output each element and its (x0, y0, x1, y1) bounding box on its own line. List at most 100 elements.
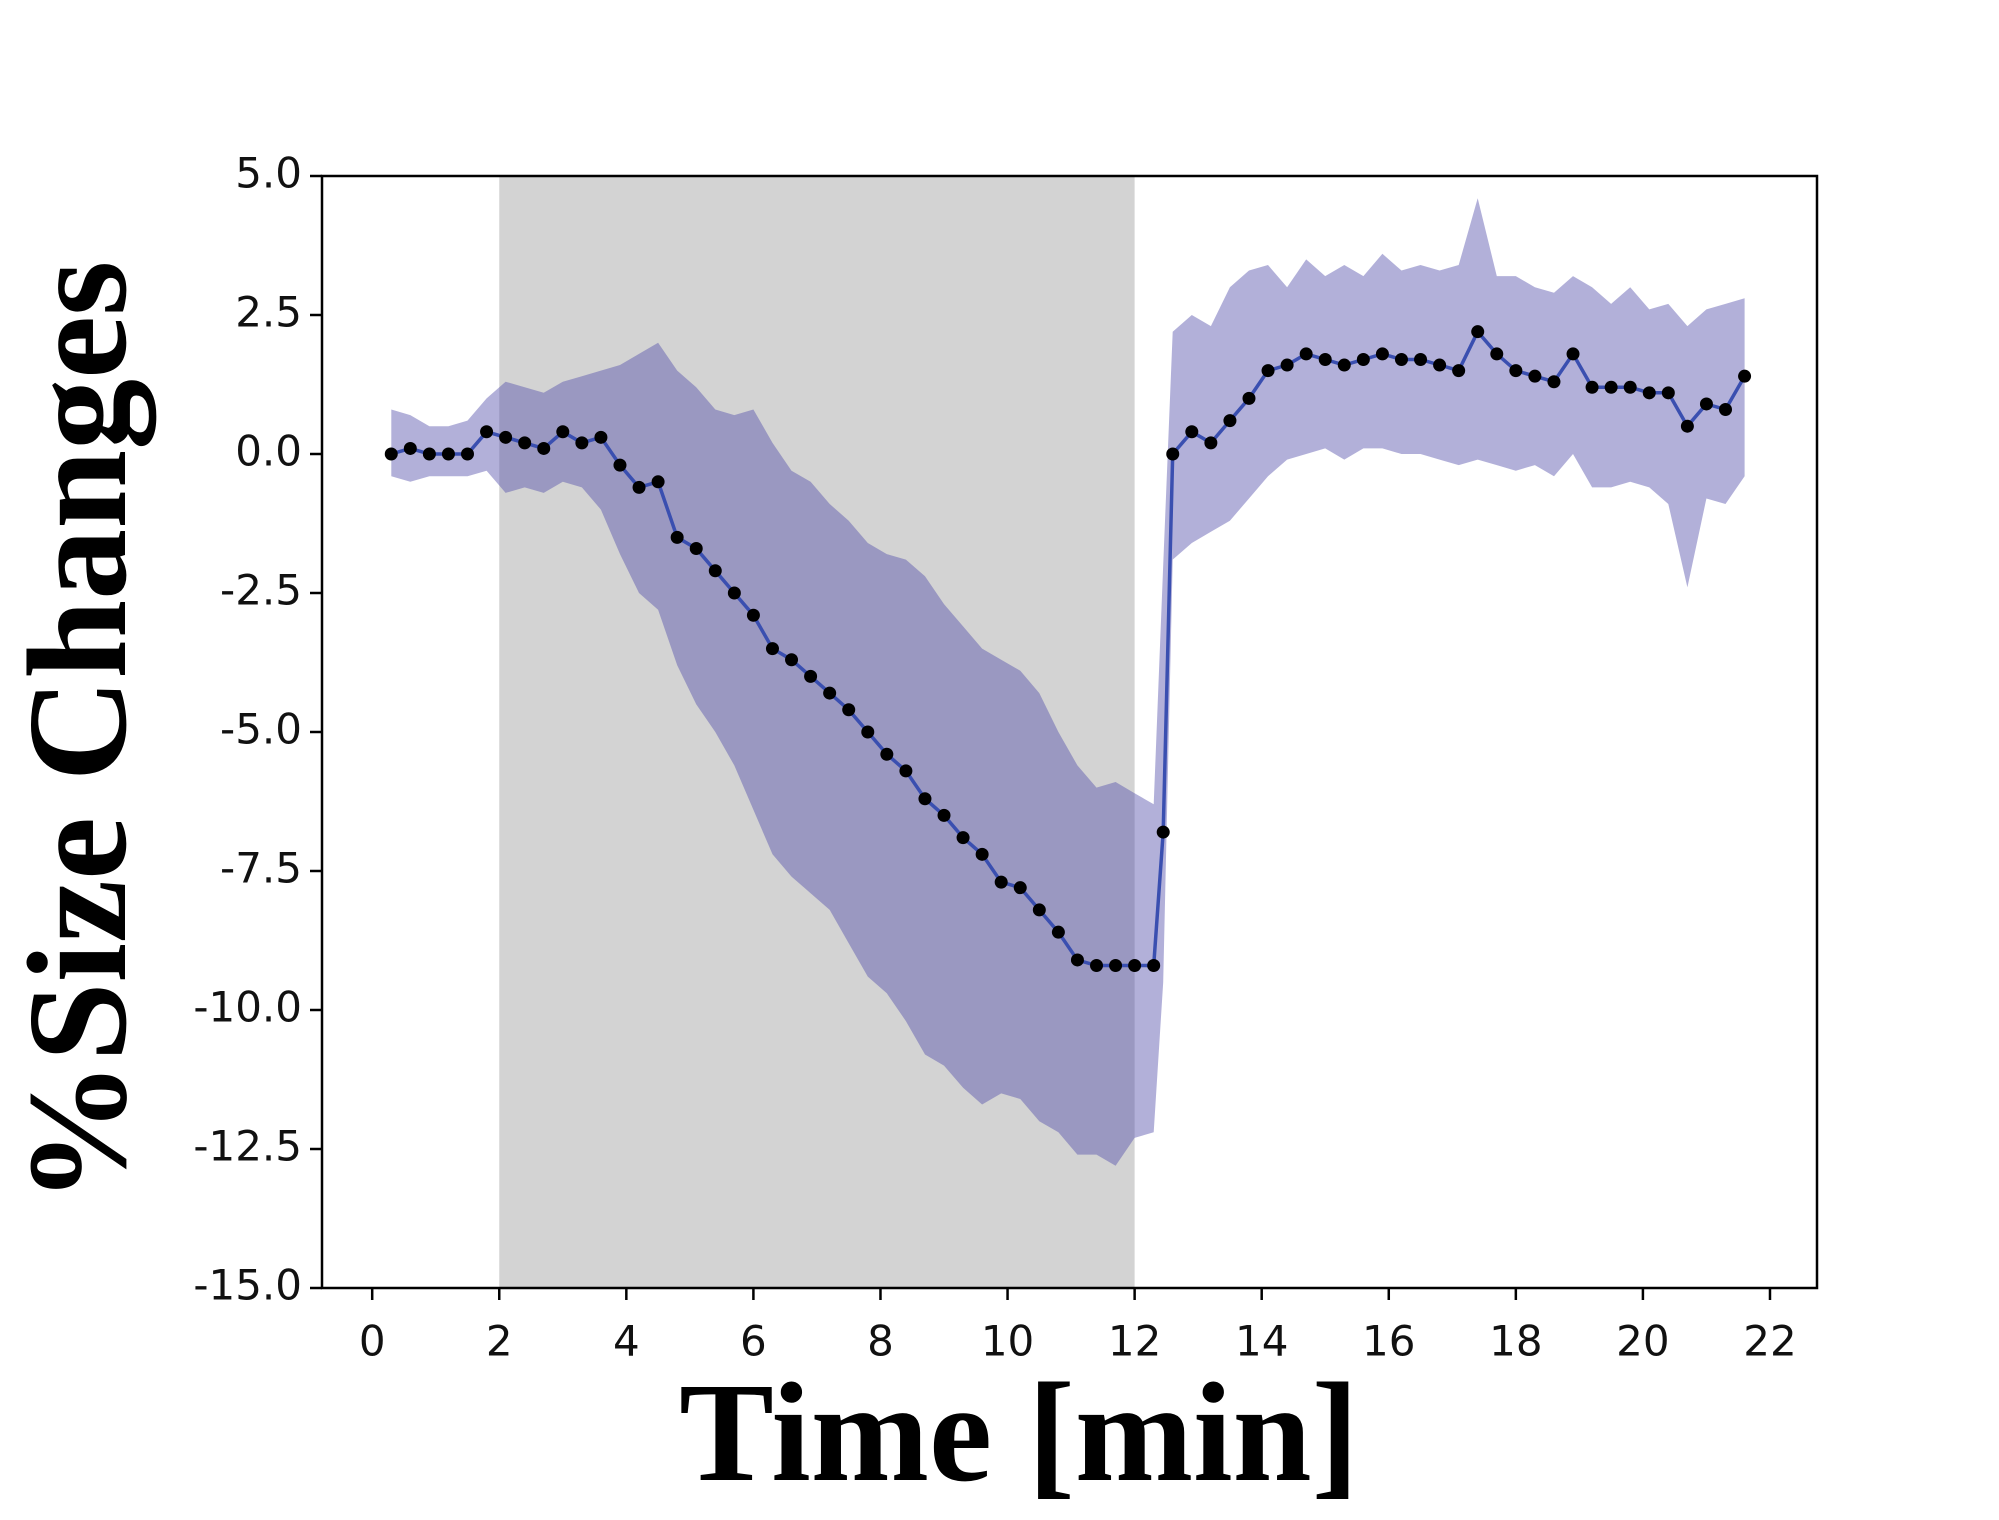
data-point (1166, 447, 1180, 461)
data-point (1680, 419, 1694, 433)
x-tick-label: 0 (359, 1317, 386, 1366)
x-tick-label: 8 (867, 1317, 894, 1366)
data-point (956, 831, 970, 845)
data-point (1661, 386, 1675, 400)
x-tick-label: 10 (981, 1317, 1034, 1366)
data-point (1490, 347, 1504, 361)
data-point (1375, 347, 1389, 361)
data-point (670, 530, 684, 544)
x-tick-label: 18 (1489, 1317, 1542, 1366)
data-point (880, 747, 894, 761)
data-point (575, 436, 589, 450)
data-point (1156, 825, 1170, 839)
data-point (1433, 358, 1447, 372)
data-point (785, 653, 799, 667)
data-point (480, 425, 494, 439)
data-point (1013, 881, 1027, 895)
data-point (1242, 391, 1256, 405)
data-point (1280, 358, 1294, 372)
data-point (613, 458, 627, 472)
highlight-span (499, 176, 1135, 1288)
data-point (994, 875, 1008, 889)
x-axis-label: Time [min] (679, 1353, 1359, 1511)
data-point (594, 430, 608, 444)
data-point (1299, 347, 1313, 361)
data-point (384, 447, 398, 461)
data-point (1642, 386, 1656, 400)
y-tick-label: -5.0 (220, 705, 302, 754)
data-point (1356, 352, 1370, 366)
data-point (460, 447, 474, 461)
data-point (746, 608, 760, 622)
data-point (823, 686, 837, 700)
x-tick-label: 14 (1235, 1317, 1288, 1366)
data-point (537, 441, 551, 455)
data-point (765, 642, 779, 656)
y-tick-label: 0.0 (235, 427, 302, 476)
data-point (1185, 425, 1199, 439)
data-point (422, 447, 436, 461)
x-tick-label: 12 (1108, 1317, 1161, 1366)
y-tick-label: -15.0 (193, 1261, 302, 1310)
data-point (918, 792, 932, 806)
y-tick-label: 5.0 (235, 149, 302, 198)
data-point (1509, 364, 1523, 378)
data-point (1623, 380, 1637, 394)
data-point (1719, 403, 1733, 417)
data-point (708, 564, 722, 578)
x-tick-label: 16 (1362, 1317, 1415, 1366)
data-point (1337, 358, 1351, 372)
data-point (1604, 380, 1618, 394)
data-point (1261, 364, 1275, 378)
data-point (1414, 352, 1428, 366)
data-point (1051, 925, 1065, 939)
data-point (1585, 380, 1599, 394)
data-point (1699, 397, 1713, 411)
y-tick-label: -12.5 (193, 1122, 302, 1171)
data-point (441, 447, 455, 461)
data-point (651, 475, 665, 489)
data-point (632, 480, 646, 494)
data-point (556, 425, 570, 439)
data-point (1738, 369, 1752, 383)
y-tick-label: -2.5 (220, 566, 302, 615)
x-tick-label: 20 (1616, 1317, 1669, 1366)
data-point (1070, 953, 1084, 967)
data-point (1394, 352, 1408, 366)
data-point (861, 725, 875, 739)
data-point (1204, 436, 1218, 450)
data-point (1566, 347, 1580, 361)
x-tick-label: 22 (1743, 1317, 1796, 1366)
x-tick-label: 4 (613, 1317, 640, 1366)
y-tick-label: -7.5 (220, 844, 302, 893)
data-point (403, 441, 417, 455)
data-point (727, 586, 741, 600)
data-point (1318, 352, 1332, 366)
data-point (899, 764, 913, 778)
data-point (1128, 959, 1142, 973)
data-point (1452, 364, 1466, 378)
data-point (937, 808, 951, 822)
data-point (518, 436, 532, 450)
y-tick-label: 2.5 (235, 288, 302, 337)
data-point (804, 669, 818, 683)
data-point (499, 430, 513, 444)
data-point (1547, 375, 1561, 389)
data-point (975, 847, 989, 861)
x-tick-label: 6 (740, 1317, 767, 1366)
data-point (1471, 325, 1485, 339)
data-point (1223, 414, 1237, 428)
y-tick-label: -10.0 (193, 983, 302, 1032)
data-point (1090, 959, 1104, 973)
x-tick-label: 2 (486, 1317, 513, 1366)
data-point (1032, 903, 1046, 917)
data-point (1109, 959, 1123, 973)
data-point (842, 703, 856, 717)
data-point (1147, 959, 1161, 973)
data-point (1528, 369, 1542, 383)
error-band (391, 198, 1745, 1166)
data-point (689, 542, 703, 556)
y-axis-label: %Size Changes (0, 261, 156, 1204)
